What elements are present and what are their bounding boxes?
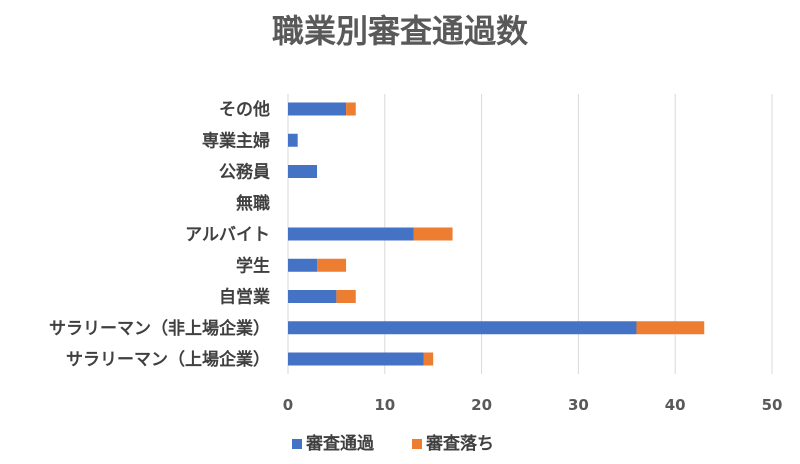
category-label: アルバイト (185, 225, 270, 245)
legend-label: 審査通過 (305, 433, 375, 454)
category-label: 学生 (236, 255, 270, 276)
bar-segment-passed (288, 227, 414, 241)
x-tick-label: 10 (374, 396, 395, 414)
x-tick-label: 20 (471, 396, 492, 414)
bar-segment-failed (346, 102, 356, 116)
category-label: サラリーマン（非上場企業） (49, 318, 270, 339)
category-label: 公務員 (219, 162, 270, 183)
chart-title: 職業別審査通過数 (272, 12, 529, 50)
bar-segment-failed (413, 227, 453, 241)
legend-swatch (412, 439, 422, 449)
x-tick-label: 40 (665, 396, 686, 414)
x-tick-label: 30 (568, 396, 589, 414)
x-axis-ticks: 0 10 20 30 40 50 (283, 396, 783, 414)
category-label: 自営業 (219, 287, 270, 308)
bar-segment-failed (317, 258, 347, 272)
bar-segment-passed (288, 352, 424, 366)
category-label: 無職 (236, 193, 270, 214)
bar-segment-passed (288, 290, 337, 303)
category-label: サラリーマン（上場企業） (66, 349, 270, 370)
bar-segment-passed (288, 133, 298, 147)
bars (288, 102, 705, 366)
x-tick-label: 0 (283, 396, 293, 414)
category-label: 専業主婦 (202, 130, 270, 151)
x-tick-label: 50 (762, 396, 783, 414)
bar-segment-passed (288, 321, 637, 335)
legend-label: 審査落ち (425, 433, 494, 454)
legend: 審査通過 審査落ち (292, 433, 494, 454)
category-label: その他 (219, 99, 270, 120)
bar-segment-failed (423, 352, 434, 366)
bar-segment-passed (288, 165, 318, 178)
legend-swatch (292, 439, 302, 449)
bar-segment-passed (288, 102, 347, 116)
bar-segment-passed (288, 258, 318, 272)
bar-segment-failed (636, 321, 705, 335)
bar-segment-failed (336, 290, 356, 303)
